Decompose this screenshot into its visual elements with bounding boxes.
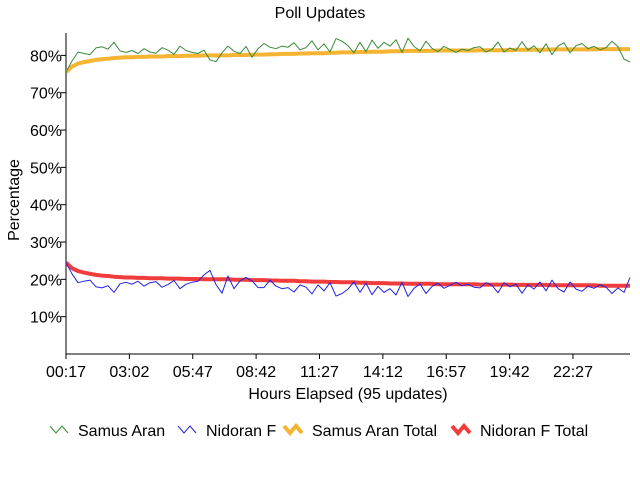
legend-swatch — [177, 425, 197, 434]
samus-aran-total-line — [66, 47, 630, 74]
x-tick-label: 00:17 — [46, 364, 86, 381]
legend-label: Samus Aran — [78, 423, 165, 440]
legend-label: Nidoran F — [206, 423, 276, 440]
y-tick-label: 70% — [30, 86, 62, 103]
y-tick-label: 80% — [30, 48, 62, 65]
nidoran-f-line — [66, 262, 631, 297]
legend-swatch — [450, 422, 472, 437]
legend-swatch — [49, 425, 69, 434]
x-tick-label: 03:02 — [109, 364, 149, 381]
x-tick-label: 05:47 — [173, 364, 213, 381]
y-axis-label-group: Percentage — [6, 159, 23, 241]
x-tick-label: 11:27 — [300, 364, 339, 381]
legend-swatch — [282, 422, 304, 437]
chart-title: Poll Updates — [275, 5, 366, 22]
x-tick-label: 14:12 — [363, 364, 403, 381]
x-tick-label: 19:42 — [490, 364, 530, 381]
legend-label: Samus Aran Total — [312, 423, 437, 440]
plot-area — [66, 37, 631, 297]
y-tick-label: 30% — [30, 235, 62, 252]
y-axis-label: Percentage — [6, 159, 23, 241]
y-tick-label: 40% — [30, 198, 62, 215]
legend: Samus Aran Nidoran F Samus Aran Total Nidor… — [49, 422, 588, 440]
x-tick-label: 08:42 — [236, 364, 276, 381]
y-tick-label: 20% — [30, 272, 62, 289]
samus-aran-line — [66, 37, 631, 73]
legend-label: Nidoran F Total — [480, 423, 588, 440]
y-tick-label: 10% — [30, 310, 62, 327]
nidoran-f-total-line — [66, 261, 630, 288]
x-tick-label: 22:27 — [553, 364, 593, 381]
x-tick-label: 16:57 — [426, 364, 466, 381]
x-axis-label: Hours Elapsed (95 updates) — [248, 386, 447, 403]
axes: 10% 20% 30% 40% 50% 60% 70% 80% 00:17 03:02 05:47 0… — [30, 33, 630, 381]
y-tick-label: 50% — [30, 160, 62, 177]
y-tick-label: 60% — [30, 123, 62, 140]
